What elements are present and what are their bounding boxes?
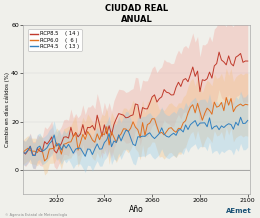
Text: AEmet: AEmet (226, 208, 252, 214)
X-axis label: Año: Año (129, 205, 144, 214)
Legend: RCP8.5    ( 14 ), RCP6.0    (  6 ), RCP4.5    ( 13 ): RCP8.5 ( 14 ), RCP6.0 ( 6 ), RCP4.5 ( 13… (28, 29, 81, 51)
Y-axis label: Cambio en días cálidos (%): Cambio en días cálidos (%) (4, 72, 10, 147)
Text: © Agencia Estatal de Meteorología: © Agencia Estatal de Meteorología (5, 213, 67, 217)
Title: CIUDAD REAL
ANUAL: CIUDAD REAL ANUAL (105, 4, 168, 24)
